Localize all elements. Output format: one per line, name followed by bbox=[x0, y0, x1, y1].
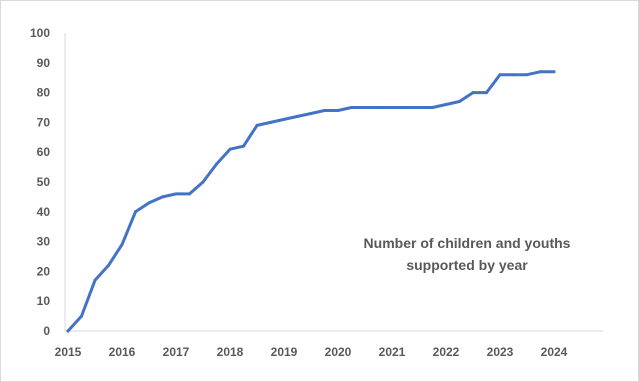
data-point bbox=[188, 192, 191, 196]
data-point bbox=[309, 112, 313, 115]
data-point bbox=[107, 263, 110, 267]
data-point bbox=[66, 329, 70, 333]
x-tick-label: 2016 bbox=[109, 345, 136, 359]
data-point bbox=[296, 114, 299, 118]
data-point bbox=[269, 120, 272, 124]
y-tick-label: 20 bbox=[37, 264, 51, 278]
data-point bbox=[255, 123, 259, 127]
data-point bbox=[134, 210, 137, 214]
x-tick-label: 2019 bbox=[271, 345, 298, 359]
x-tick-label: 2017 bbox=[163, 345, 190, 359]
data-point bbox=[458, 100, 461, 103]
y-tick-label: 40 bbox=[37, 205, 51, 219]
annotation-line-1: Number of children and youths bbox=[364, 235, 571, 251]
data-point bbox=[201, 180, 205, 184]
data-point bbox=[404, 106, 407, 109]
x-tick-label: 2023 bbox=[487, 345, 514, 359]
data-point bbox=[242, 144, 245, 148]
y-tick-label: 80 bbox=[37, 86, 51, 100]
data-point bbox=[552, 70, 556, 74]
data-point bbox=[215, 162, 218, 166]
series-group bbox=[66, 70, 556, 333]
y-tick-label: 90 bbox=[37, 56, 51, 70]
series-line bbox=[66, 70, 556, 333]
data-point bbox=[498, 73, 502, 77]
data-point bbox=[93, 278, 97, 282]
data-point bbox=[282, 117, 286, 121]
y-axis-ticks: 0 10 20 30 40 50 60 70 80 90 100 bbox=[30, 26, 50, 338]
data-point bbox=[512, 73, 515, 77]
data-point bbox=[147, 201, 151, 205]
data-point bbox=[350, 106, 353, 109]
data-point bbox=[539, 70, 542, 74]
data-point bbox=[525, 73, 529, 77]
y-tick-label: 100 bbox=[30, 26, 50, 40]
x-tick-label: 2015 bbox=[55, 345, 82, 359]
x-tick-label: 2021 bbox=[379, 345, 406, 359]
x-tick-label: 2024 bbox=[541, 345, 568, 359]
data-point bbox=[161, 195, 164, 199]
data-point bbox=[417, 106, 421, 109]
y-tick-label: 30 bbox=[37, 235, 51, 249]
x-tick-label: 2022 bbox=[433, 345, 460, 359]
data-point bbox=[431, 106, 434, 109]
y-tick-label: 70 bbox=[37, 115, 51, 129]
data-point bbox=[120, 243, 124, 247]
data-point bbox=[336, 109, 340, 112]
data-point bbox=[377, 106, 380, 109]
data-point bbox=[363, 106, 367, 109]
x-tick-label: 2018 bbox=[217, 345, 244, 359]
data-point bbox=[80, 314, 83, 318]
y-tick-label: 10 bbox=[37, 294, 51, 308]
y-tick-label: 60 bbox=[37, 145, 51, 159]
data-point bbox=[390, 106, 394, 109]
data-point bbox=[444, 103, 448, 106]
x-tick-label: 2020 bbox=[325, 345, 352, 359]
x-axis-ticks: 2015 2016 2017 2018 2019 2020 2021 2022 2023 2024 bbox=[55, 345, 568, 359]
data-point bbox=[471, 91, 475, 95]
data-point bbox=[174, 192, 178, 196]
y-tick-label: 0 bbox=[43, 324, 50, 338]
y-tick-label: 50 bbox=[37, 175, 51, 189]
data-point bbox=[485, 91, 488, 95]
data-point bbox=[323, 109, 326, 112]
annotation-line-2: supported by year bbox=[406, 257, 528, 273]
data-point bbox=[228, 147, 232, 151]
